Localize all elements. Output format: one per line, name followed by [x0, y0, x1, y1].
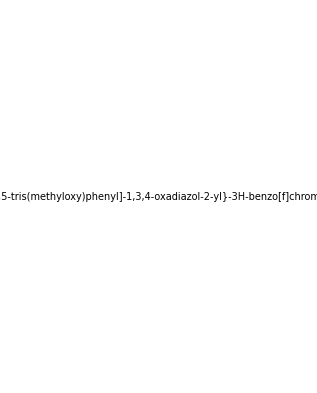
- Text: 2-{5-[3,4,5-tris(methyloxy)phenyl]-1,3,4-oxadiazol-2-yl}-3H-benzo[f]chromen-3-on: 2-{5-[3,4,5-tris(methyloxy)phenyl]-1,3,4…: [0, 191, 317, 202]
